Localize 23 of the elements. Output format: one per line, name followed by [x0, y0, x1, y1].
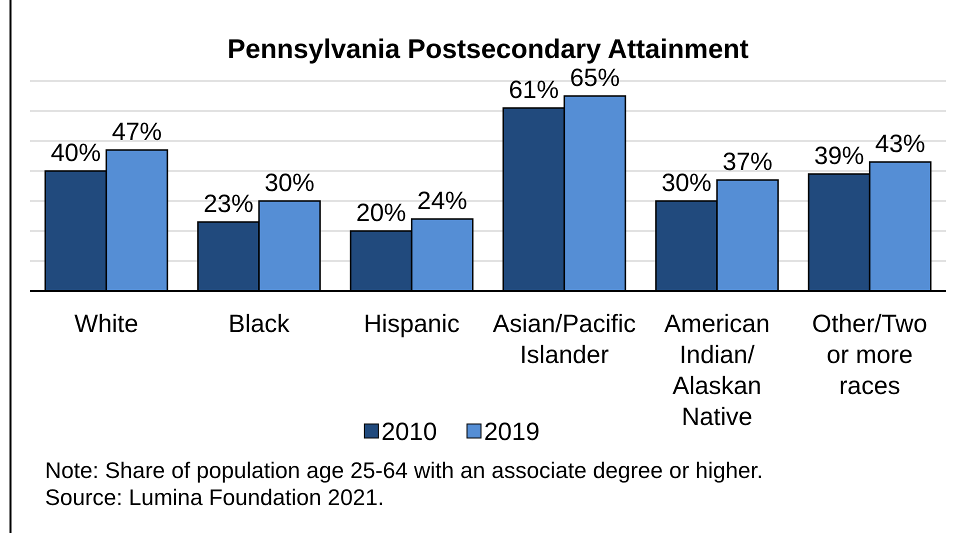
legend-label: 2010 [381, 418, 438, 446]
data-label: 43% [875, 130, 926, 158]
data-label: 30% [661, 169, 712, 197]
legend-label: 2019 [484, 418, 540, 446]
data-label: 37% [722, 148, 773, 176]
x-tick-label: Black [228, 310, 290, 338]
source-note: Source: Lumina Foundation 2021. [45, 485, 384, 510]
x-tick-label: White [74, 310, 138, 338]
x-tick-label: Other/Two or more races [812, 310, 928, 400]
data-label: 23% [203, 190, 254, 218]
data-label: 65% [570, 64, 620, 92]
x-tick-label: Hispanic [364, 310, 460, 338]
data-label: 40% [50, 139, 101, 167]
data-label: 20% [356, 199, 406, 227]
data-label: 30% [264, 169, 315, 197]
data-label: 39% [814, 142, 864, 170]
data-label: 24% [417, 187, 468, 215]
text: Note: Share of population age 25-64 with an associate degree or higher. [45, 458, 763, 483]
data-label: 61% [508, 76, 559, 104]
x-tick-label: Asian/Pacific Islander [492, 310, 636, 369]
chart-title: Pennsylvania Postsecondary Attainment [227, 34, 749, 64]
data-label: 47% [112, 118, 162, 146]
x-tick-label: American Indian/ Alaskan Native [664, 310, 770, 431]
